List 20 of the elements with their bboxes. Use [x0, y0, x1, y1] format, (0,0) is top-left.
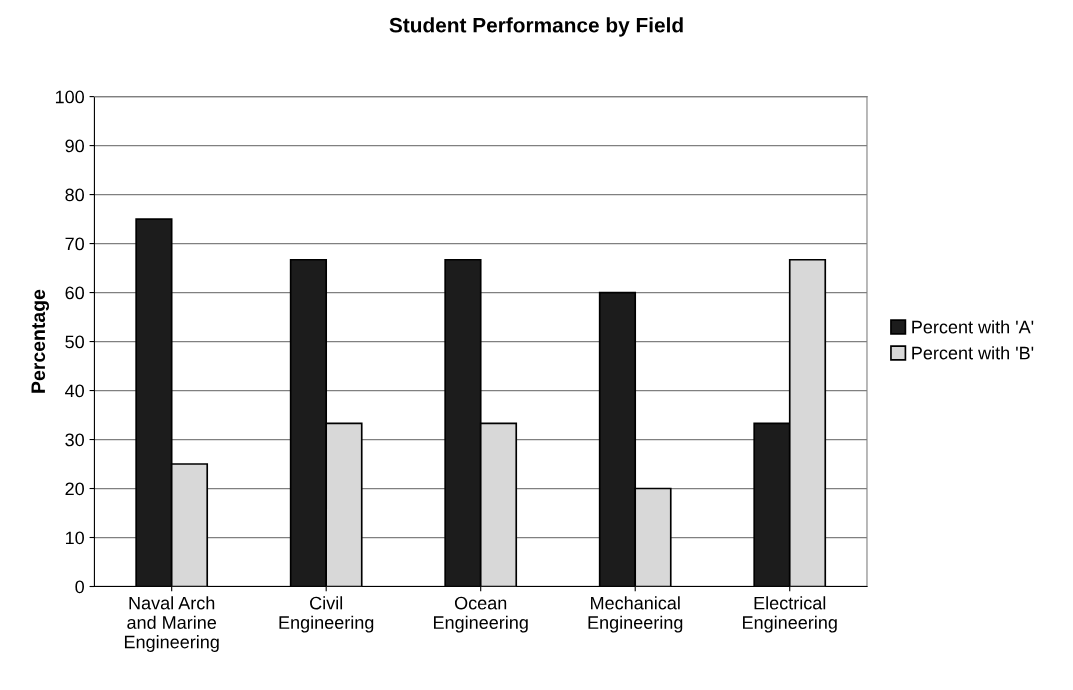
y-tick-label: 40: [65, 384, 84, 398]
x-tick-label: Mechanical Engineering: [588, 596, 683, 633]
x-tick-label: Electrical Engineering: [743, 596, 837, 633]
y-tick-label: 100: [55, 90, 84, 104]
y-tick-label: 0: [75, 580, 84, 594]
x-tick-label: Naval Arch and Marine Engineering: [124, 596, 219, 652]
x-tick-label: Civil Engineering: [279, 596, 374, 633]
legend-label: Percent with 'B': [912, 346, 1034, 360]
y-tick-label: 30: [65, 433, 84, 447]
y-tick-label: 80: [65, 188, 84, 202]
y-tick-label: 90: [65, 139, 84, 153]
y-tick-label: 60: [65, 286, 84, 300]
y-tick-label: 20: [65, 482, 84, 496]
x-tick-label: Ocean Engineering: [434, 596, 528, 633]
chart-title: Student Performance by Field: [389, 17, 683, 37]
y-tick-label: 10: [66, 531, 84, 545]
y-tick-label: 50: [65, 335, 84, 349]
y-axis-title: Percentage: [31, 289, 50, 393]
legend-label: Percent with 'A': [912, 320, 1034, 334]
y-tick-label: 70: [65, 237, 84, 251]
